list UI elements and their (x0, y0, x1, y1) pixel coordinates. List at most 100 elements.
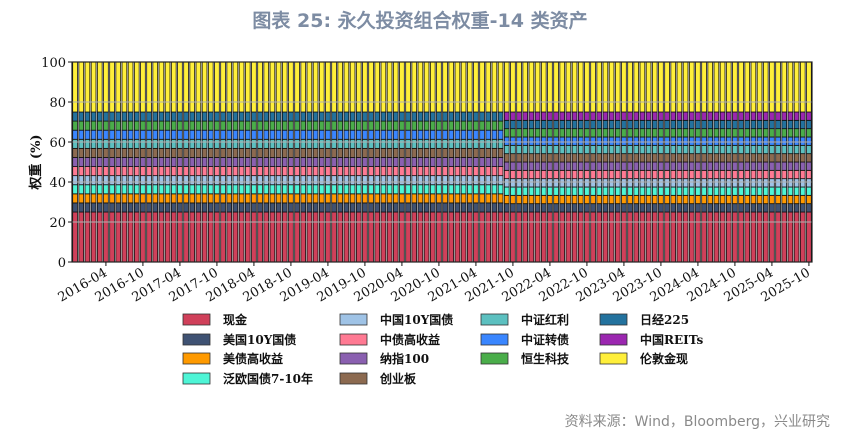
bar-segment (571, 203, 578, 213)
bar-segment (553, 203, 559, 213)
bar-segment (146, 157, 152, 167)
bar-segment (362, 61, 368, 113)
bar-segment (590, 194, 596, 205)
bar-segment (596, 169, 603, 180)
bar-segment (386, 193, 393, 204)
bar-segment (343, 202, 350, 213)
bar-segment (429, 129, 436, 140)
bar-segment (90, 129, 97, 140)
legend-swatch (339, 313, 368, 326)
bar-segment (497, 157, 504, 167)
bar-segment (121, 61, 128, 113)
bar-segment (325, 120, 331, 131)
bar-segment (744, 111, 751, 121)
bar-segment (220, 211, 226, 263)
bar-segment (522, 178, 529, 188)
bar-segment (257, 184, 263, 195)
bar-segment (559, 128, 566, 138)
bar-segment (133, 129, 140, 140)
bar-segment (374, 202, 381, 213)
bar-segment (109, 202, 115, 213)
bar-segment (534, 144, 541, 155)
bar-segment (306, 138, 313, 149)
bar-segment (707, 203, 714, 213)
bar-segment (355, 157, 362, 167)
bar-segment (688, 61, 695, 113)
bar-segment (608, 178, 615, 188)
bar-segment (682, 161, 689, 171)
bar-segment (670, 203, 677, 213)
bar-segment (695, 161, 701, 171)
bar-segment (503, 161, 510, 171)
plot-frame (71, 61, 813, 263)
bar-segment (183, 193, 189, 204)
bar-segment (362, 184, 368, 195)
bar-segment (707, 194, 714, 205)
legend-item: 恒生科技 (480, 351, 570, 366)
bar-segment (608, 211, 615, 263)
bar-segment (522, 136, 529, 146)
bar-segment (183, 111, 189, 122)
bar-segment (695, 203, 701, 213)
bar-segment (380, 175, 387, 186)
bar-segment (516, 203, 522, 213)
legend-item: 中国10Y国债 (339, 312, 453, 327)
bar-segment (750, 186, 757, 196)
bar-stack (251, 61, 257, 263)
bar-segment (701, 61, 707, 113)
bar-stack (72, 61, 78, 263)
bar-segment (244, 138, 251, 149)
bar-segment (288, 202, 294, 213)
bar-segment (355, 120, 362, 131)
bar-segment (571, 161, 578, 171)
bar-segment (90, 193, 97, 204)
bar-segment (614, 111, 621, 121)
bar-stack (226, 61, 233, 263)
bar-segment (257, 211, 263, 263)
bar-segment (775, 119, 781, 130)
bar-segment (682, 128, 689, 138)
bar-segment (294, 61, 300, 113)
bar-segment (510, 186, 516, 196)
bar-segment (121, 138, 128, 149)
bar-segment (639, 161, 646, 171)
bar-segment (682, 111, 689, 121)
legend-item: 现金 (182, 312, 248, 327)
bar-segment (479, 138, 485, 149)
bar-segment (676, 144, 683, 155)
bar-segment (577, 136, 584, 146)
bar-segment (318, 129, 325, 140)
bar-segment (756, 136, 763, 146)
bar-segment (183, 61, 189, 113)
bar-segment (251, 157, 257, 167)
bar-segment (806, 169, 812, 180)
bar-segment (633, 169, 640, 180)
bar-stack (244, 61, 251, 263)
bar-segment (417, 175, 424, 186)
bar-segment (318, 211, 325, 263)
bar-segment (214, 120, 220, 131)
bar-segment (306, 175, 313, 186)
bar-segment (269, 184, 276, 195)
bar-segment (540, 136, 547, 146)
bar-segment (337, 211, 344, 263)
bar-segment (294, 111, 300, 122)
bar-segment (485, 166, 492, 177)
bar-segment (355, 211, 362, 263)
bar-segment (756, 203, 763, 213)
bar-segment (793, 144, 800, 155)
bar-segment (133, 138, 140, 149)
bar-segment (244, 166, 251, 177)
bar-segment (713, 169, 720, 180)
bar-segment (269, 211, 276, 263)
bar-segment (127, 202, 134, 213)
bar-segment (115, 157, 122, 167)
bar-segment (540, 119, 547, 130)
bar-segment (473, 166, 479, 177)
bar-segment (152, 111, 159, 122)
bar-segment (491, 111, 498, 122)
bar-segment (645, 136, 652, 146)
bar-segment (664, 178, 670, 188)
bar-segment (423, 61, 430, 113)
bar-segment (701, 178, 707, 188)
